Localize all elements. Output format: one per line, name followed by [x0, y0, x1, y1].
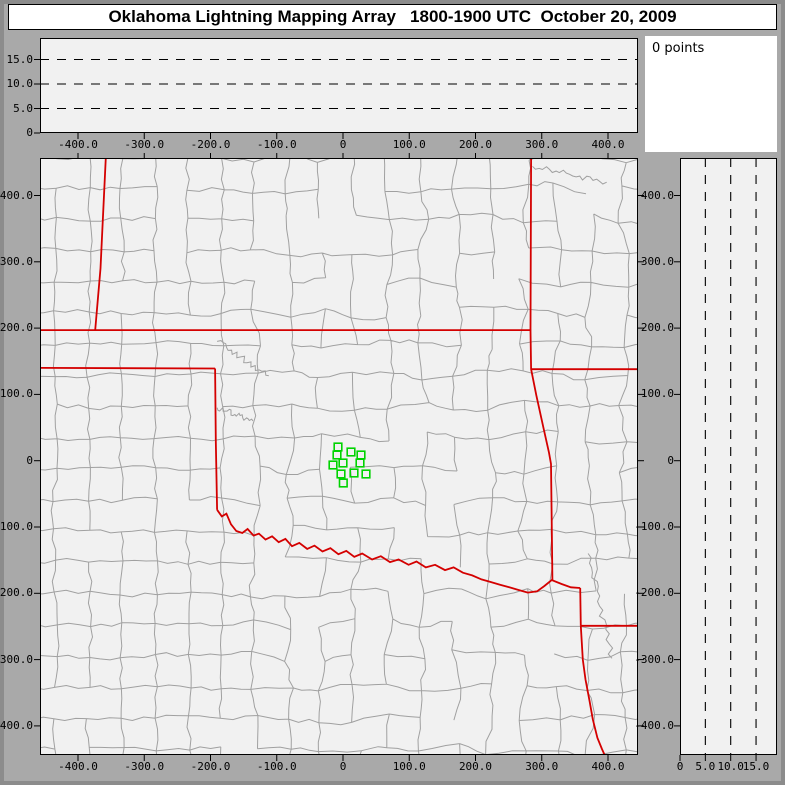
- map-ticks: [34, 153, 644, 761]
- points-count-panel: 0 points: [645, 36, 777, 152]
- plan-view-map: [34, 153, 644, 761]
- state-border-texas-louisiana: [579, 625, 606, 755]
- lma-station-marker: [349, 468, 359, 478]
- points-count-label: 0 points: [652, 41, 705, 56]
- lma-station-marker: [328, 460, 338, 470]
- axis-ticks: [674, 195, 757, 761]
- lma-station-marker: [338, 478, 348, 488]
- lma-station-marker: [361, 469, 371, 479]
- state-border-colorado-kansas-west: [94, 158, 107, 331]
- plan-view-map-panel[interactable]: [34, 153, 644, 761]
- lma-station-marker: [336, 469, 346, 479]
- lma-station-marker: [356, 450, 366, 460]
- river-line: [216, 340, 269, 377]
- axis-ticks: [34, 59, 609, 139]
- river-line: [532, 165, 607, 185]
- lma-station-marker: [332, 450, 342, 460]
- state-border-arkansas-texas-south: [579, 587, 582, 626]
- map-frame: [40, 158, 638, 755]
- altitude-ew-plot: [34, 38, 638, 139]
- lma-station-marker: [333, 442, 343, 452]
- title-bar: Oklahoma Lightning Mapping Array 1800-19…: [8, 4, 777, 30]
- state-border-eastern-border-KS-MO-OK-AR: [529, 158, 554, 581]
- county-lines: [40, 158, 638, 755]
- state-border-texas-panhandle-north-36-5N: [40, 366, 216, 370]
- state-border-red-river: [216, 509, 581, 594]
- plot-frame: [680, 158, 777, 755]
- lma-station-marker: [355, 458, 365, 468]
- river-line: [216, 406, 254, 422]
- map-content: [40, 158, 638, 755]
- river-line: [587, 553, 614, 659]
- lma-station-marker: [338, 458, 348, 468]
- lma-station-marker: [346, 447, 356, 457]
- state-border-texas-oklahoma-100W: [214, 368, 218, 510]
- altitude-vs-northsouth-panel[interactable]: [674, 158, 777, 761]
- window-title: Oklahoma Lightning Mapping Array 1800-19…: [108, 7, 677, 26]
- altitude-vs-eastwest-panel[interactable]: [34, 38, 638, 139]
- plot-frame: [40, 38, 638, 133]
- altitude-ns-plot: [674, 158, 777, 761]
